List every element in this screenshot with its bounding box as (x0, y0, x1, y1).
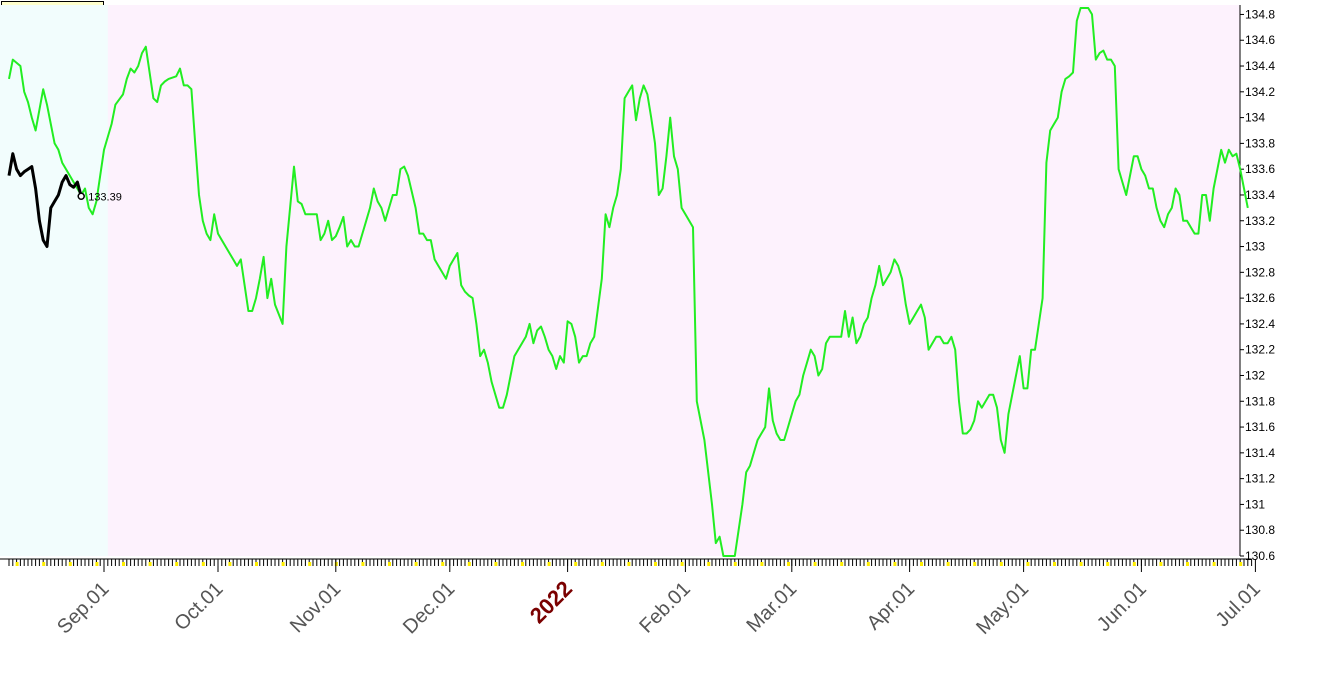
y-tick-label: 133 (1245, 240, 1265, 254)
y-tick-label: 131.4 (1245, 446, 1275, 460)
x-tick-marker (1106, 562, 1110, 566)
x-tick-marker (707, 562, 711, 566)
y-tick-label: 134.8 (1245, 7, 1275, 21)
x-tick-marker (574, 562, 578, 566)
y-tick-label: 131.6 (1245, 420, 1275, 434)
x-tick-marker (122, 562, 125, 566)
y-tick-label: 132.8 (1245, 265, 1275, 279)
y-tick-label: 132 (1245, 368, 1265, 382)
y-tick-label: 133.4 (1245, 188, 1275, 202)
series-end-marker (77, 192, 85, 201)
x-tick-label: Nov.01 (286, 578, 345, 637)
shaded-region (0, 5, 108, 556)
x-tick-marker (1026, 562, 1030, 566)
x-tick-marker (840, 562, 844, 566)
x-tick-marker (813, 562, 817, 566)
y-tick-label: 134 (1245, 111, 1265, 125)
x-tick-marker (1212, 562, 1216, 566)
y-tick-label: 131.2 (1245, 472, 1275, 486)
y-tick-label: 131.8 (1245, 394, 1275, 408)
x-tick-marker (42, 562, 46, 566)
y-tick-label: 132.2 (1245, 343, 1275, 357)
x-tick-marker (680, 562, 684, 566)
y-tick-label: 133.6 (1245, 162, 1275, 176)
x-tick-marker (148, 562, 152, 566)
y-axis: 130.6 130.8 131 131.2 131.4 131.6 131.8 132 132.… (1239, 5, 1275, 563)
x-tick-marker (627, 562, 631, 566)
y-tick-label: 134.6 (1245, 33, 1275, 47)
series-end-label: 133.39 (88, 191, 122, 203)
x-tick-marker (999, 562, 1003, 566)
x-tick-marker (228, 562, 232, 566)
x-tick-label: Oct.01 (170, 578, 227, 635)
y-tick-label: 134.4 (1245, 59, 1275, 73)
x-tick-marker (281, 562, 285, 566)
overlay-series-line (7, 152, 83, 248)
x-tick-marker (787, 562, 790, 566)
x-tick-label: Jun.01 (1093, 578, 1151, 636)
x-tick-marker (414, 562, 418, 566)
x-axis: Sep.01 Oct.01 Nov.01 Dec.01 2022 Feb.01 Mar.01… (0, 558, 1265, 639)
x-tick-label: 2022 (525, 576, 577, 628)
x-tick-marker (521, 562, 524, 566)
y-tick-label: 130.6 (1245, 549, 1275, 563)
x-tick-marker (866, 562, 870, 566)
y-tick-label: 131 (1245, 497, 1265, 511)
x-tick-marker (201, 562, 205, 566)
x-tick-marker (1079, 562, 1083, 566)
y-tick-label: 132.6 (1245, 291, 1275, 305)
x-tick-label: Feb.01 (635, 578, 695, 638)
x-tick-marker (255, 562, 258, 566)
x-tick-label: Apr.01 (863, 578, 919, 634)
x-tick-marker (441, 562, 445, 566)
y-tick-label: 130.8 (1245, 523, 1275, 537)
y-tick-label: 133.8 (1245, 136, 1275, 150)
x-tick-marker (361, 562, 365, 566)
x-tick-label: Dec.01 (399, 578, 459, 638)
x-tick-marker (1239, 562, 1243, 566)
y-tick-label: 132.4 (1245, 317, 1275, 331)
x-tick-label: Sep.01 (53, 578, 113, 638)
x-tick-marker (946, 562, 950, 566)
x-tick-marker (547, 562, 551, 566)
main-series-line (8, 7, 1249, 557)
x-tick-marker (1132, 562, 1136, 566)
x-tick-marker (494, 562, 498, 566)
x-tick-marker (388, 562, 391, 566)
series-group: 133.39 (7, 7, 1249, 557)
x-tick-marker (175, 562, 179, 566)
y-tick-label: 133.2 (1245, 214, 1275, 228)
x-tick-marker (760, 562, 764, 566)
x-tick-marker (1186, 562, 1189, 566)
x-tick-marker (15, 562, 19, 566)
x-tick-label: Jul.01 (1212, 578, 1265, 631)
x-tick-marker (973, 562, 977, 566)
x-tick-marker (893, 562, 897, 566)
x-tick-label: Mar.01 (743, 578, 802, 637)
x-tick-marker (95, 562, 99, 566)
x-tick-marker (654, 562, 657, 566)
y-tick-label: 134.2 (1245, 85, 1275, 99)
x-tick-label: May.01 (972, 578, 1033, 639)
x-tick-marker (920, 562, 923, 566)
x-tick-marker (467, 562, 471, 566)
plot-background (0, 5, 1240, 556)
x-tick-marker (308, 562, 312, 566)
x-tick-marker (733, 562, 737, 566)
x-tick-marker (68, 562, 72, 566)
x-tick-marker (1159, 562, 1163, 566)
x-tick-marker (1053, 562, 1056, 566)
x-tick-marker (600, 562, 604, 566)
